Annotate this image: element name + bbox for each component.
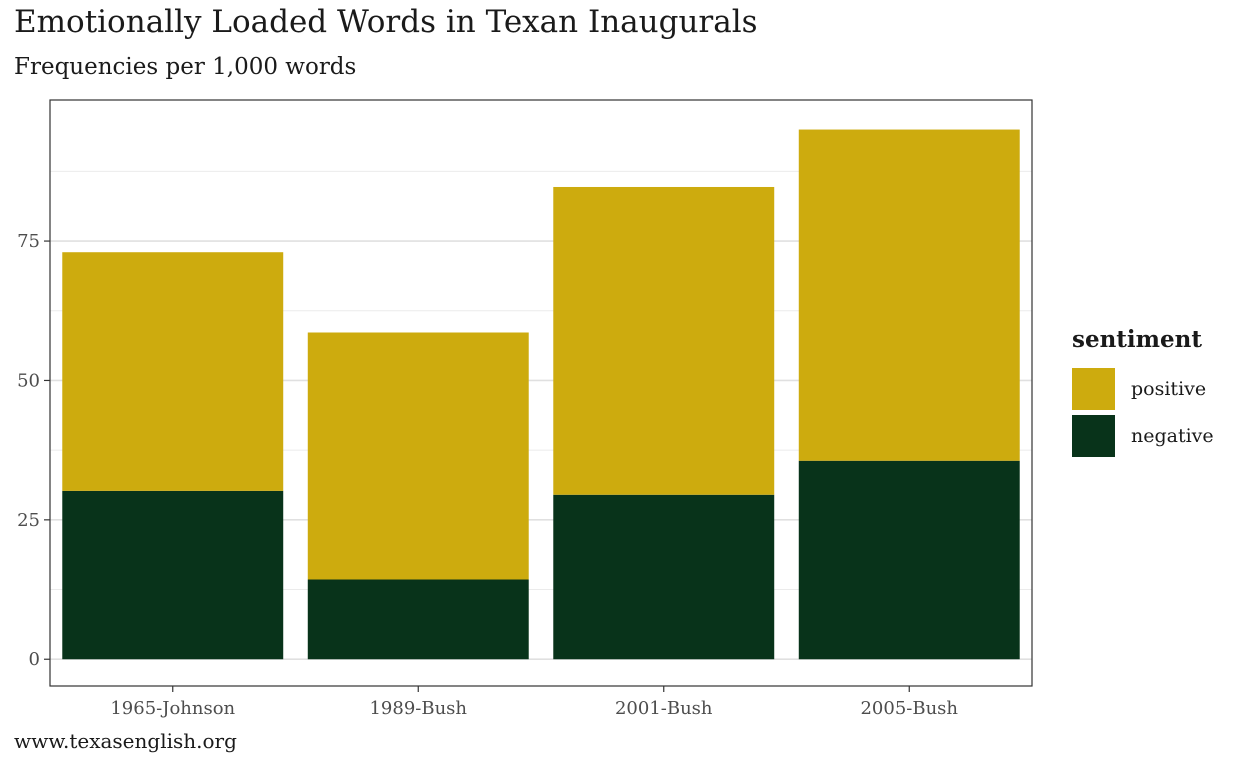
bar-negative-2005-bush [798,460,1020,660]
chart-subtitle: Frequencies per 1,000 words [14,54,357,80]
legend: sentiment positive negative [1072,326,1214,461]
legend-label-negative: negative [1131,425,1214,447]
chart-title: Emotionally Loaded Words in Texan Inaugu… [14,4,758,40]
legend-label-positive: positive [1131,378,1207,400]
x-tick-label: 2001-Bush [615,698,713,719]
x-tick-label: 1965-Johnson [110,698,235,719]
bar-positive-2005-bush [798,129,1020,461]
y-tick-label: 0 [29,649,40,670]
legend-title: sentiment [1072,326,1202,353]
y-tick-label: 25 [17,510,40,531]
legend-key-positive [1072,368,1115,410]
panel-border [49,99,1033,687]
x-tick-label: 1989-Bush [369,698,467,719]
caption: www.texasenglish.org [14,729,237,753]
bar-positive-1989-bush [307,332,529,580]
bar-negative-2001-bush [553,494,775,660]
y-tick-label: 50 [17,370,40,391]
legend-key-negative [1072,415,1115,457]
legend-item-negative: negative [1072,414,1214,458]
bar-positive-1965-johnson [62,252,284,491]
y-tick-label: 75 [17,231,40,252]
bar-negative-1989-bush [307,579,529,660]
bar-negative-1965-johnson [62,490,284,660]
legend-item-positive: positive [1072,367,1214,411]
bar-positive-2001-bush [553,186,775,495]
x-tick-label: 2005-Bush [860,698,958,719]
